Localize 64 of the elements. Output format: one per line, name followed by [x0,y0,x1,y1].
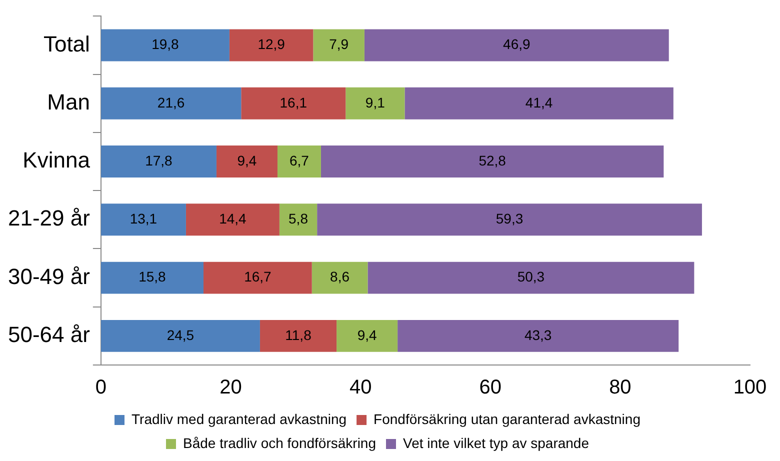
data-label: 12,9 [258,36,286,52]
data-label: 16,7 [244,268,272,285]
data-label: 59,3 [496,210,524,227]
legend-label: Vet inte vilket typ av sparande [403,434,590,451]
bar [312,262,368,294]
data-label: 9,4 [237,152,257,168]
bar [260,320,337,352]
data-label: 13,1 [130,210,158,227]
bar [100,204,186,236]
data-label: 9,1 [365,94,386,110]
bar [317,204,702,236]
bar [100,146,216,178]
bar [186,204,280,236]
y-tick-label: 30-49 år [8,264,90,289]
y-tick-label: 21-29 år [8,206,90,231]
x-tick-label: 100 [733,376,767,399]
data-label: 17,8 [145,152,173,168]
bar [368,262,694,294]
data-label: 43,3 [524,326,552,343]
data-label: 19,8 [152,36,180,52]
bar [241,87,346,120]
data-label: 46,9 [503,36,530,52]
bar [404,87,674,120]
bar [100,29,230,62]
data-label: 41,4 [525,94,553,110]
bar [100,262,204,294]
bar [203,262,312,294]
data-label: 50,3 [517,268,545,285]
x-tick-label: 60 [479,376,502,399]
bar [336,320,398,352]
data-label: 11,8 [285,326,312,343]
data-label: 21,6 [157,94,185,110]
data-label: 5,8 [288,210,308,227]
bar [398,320,679,352]
x-tick-label: 0 [95,376,107,399]
x-tick-label: 20 [220,376,242,399]
x-tick-label: 80 [609,376,632,399]
bar [364,29,669,62]
x-tick-label: 40 [349,376,372,399]
legend-label: Tradliv med garanterad avkastning [132,410,347,427]
bar [346,87,405,120]
y-tick-label: Total [43,31,90,56]
bar [216,146,278,178]
data-label: 15,8 [138,268,166,285]
bar [277,146,321,178]
data-label: 24,5 [166,326,194,343]
legend-label: Både tradliv och fondförsäkring [183,434,376,451]
data-label: 7,9 [329,36,349,52]
data-label: 14,4 [219,210,247,227]
bar [279,204,318,236]
data-label: 52,8 [478,152,506,168]
bar [313,29,364,62]
bar [100,320,260,352]
data-label: 8,6 [330,268,350,285]
y-tick-label: Man [47,89,90,114]
y-tick-label: 50-64 år [8,322,90,347]
y-tick-label: Kvinna [22,148,91,173]
data-label: 16,1 [280,94,308,110]
bar [320,146,664,178]
data-label: 9,4 [357,326,377,343]
legend-label: Fondförsäkring utan garanterad avkastning [374,410,640,427]
bar [100,87,242,120]
data-label: 6,7 [289,152,310,168]
bar [229,29,314,62]
